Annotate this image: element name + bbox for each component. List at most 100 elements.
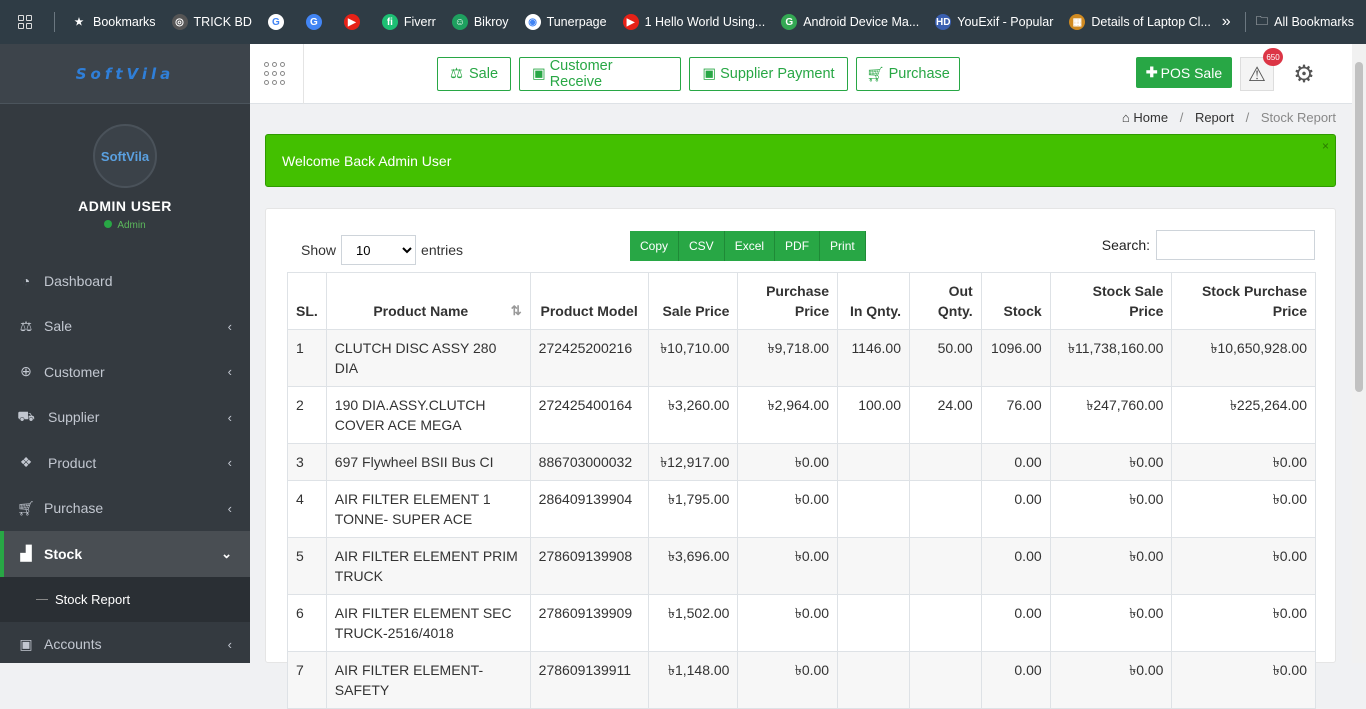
divider	[54, 12, 55, 32]
sidebar-item-stock[interactable]: ▟ Stock ⌄	[0, 531, 250, 577]
table-cell: 0.00	[980, 443, 1051, 481]
alert-text: Welcome Back Admin User	[282, 153, 452, 169]
table-cell: ৳11,738,160.00	[1049, 329, 1173, 387]
close-icon[interactable]: ×	[1321, 139, 1329, 153]
page-length-control: Show 10 entries	[301, 235, 463, 265]
supplier-payment-button[interactable]: ▣ Supplier Payment	[689, 57, 848, 91]
table-search: Search:	[1102, 230, 1315, 260]
google-icon: G	[781, 14, 798, 30]
column-header[interactable]: Out Qnty.	[909, 272, 982, 330]
table-cell: 0.00	[980, 537, 1051, 595]
table-cell: ৳0.00	[1049, 594, 1173, 652]
more-bookmarks-icon[interactable]: »	[1221, 13, 1231, 30]
print-button[interactable]: Print	[820, 231, 866, 261]
bookmark-item[interactable]: ◉ Tunerpage	[524, 14, 607, 30]
table-cell: 6	[287, 594, 327, 652]
column-header[interactable]: ⇅ Product Name	[325, 272, 531, 330]
breadcrumb-report[interactable]: Report	[1194, 110, 1234, 125]
bookmark-item[interactable]: ★ Bookmarks	[71, 14, 156, 30]
column-header[interactable]: SL.	[287, 272, 327, 330]
csv-button[interactable]: CSV	[679, 231, 725, 261]
table-cell: ৳1,502.00	[647, 594, 739, 652]
sidebar-item-purchase[interactable]: 🛒︎ Purchase ‹	[17, 499, 232, 517]
brand-logo[interactable]: SoftVila	[0, 44, 250, 104]
table-cell: ৳0.00	[1171, 594, 1316, 652]
table-cell: 886703000032	[529, 443, 649, 481]
table-cell: 278609139909	[529, 594, 649, 652]
bookmark-item[interactable]: G	[267, 14, 290, 30]
page-length-select[interactable]: 10	[341, 235, 417, 265]
sidebar-item-product[interactable]: ❖ Product ‹	[0, 440, 250, 486]
purchase-button[interactable]: 🛒︎ Purchase	[856, 57, 960, 91]
page-scrollbar[interactable]	[1352, 44, 1366, 663]
bookmark-item[interactable]: ▶	[343, 14, 366, 30]
breadcrumb-home[interactable]: Home	[1133, 110, 1169, 125]
bookmark-item[interactable]: G Android Device Ma...	[781, 14, 919, 30]
column-header[interactable]: Stock	[980, 272, 1051, 330]
sidebar-subitem-stock-report[interactable]: Stock Report	[0, 576, 250, 622]
bookmark-item[interactable]: ◎ TRICK BD	[171, 14, 252, 30]
sidebar-item-accounts[interactable]: ▣ Accounts ‹	[0, 622, 250, 668]
table-cell: ৳0.00	[737, 537, 839, 595]
bookmark-item[interactable]: ▦ Details of Laptop Cl...	[1069, 14, 1211, 30]
menu-grid-icon[interactable]	[264, 62, 288, 86]
copy-button[interactable]: Copy	[630, 231, 680, 261]
table-cell: 0.00	[980, 594, 1051, 652]
sidebar-item-dashboard[interactable]: ◔ Dashboard	[0, 258, 250, 304]
table-cell: 0.00	[980, 480, 1051, 538]
column-header[interactable]: Product Model	[529, 272, 649, 330]
user-role: Admin	[0, 220, 250, 231]
table-row: 7 AIR FILTER ELEMENT-SAFETY 278609139911 ৳1…	[287, 651, 1316, 709]
table-cell: ৳0.00	[1171, 480, 1316, 538]
sidebar-item-sale[interactable]: ⚖ Sale ‹	[0, 304, 250, 350]
column-header[interactable]: Purchase Price	[737, 272, 839, 330]
bookmark-label: TRICK BD	[193, 15, 252, 29]
customer-receive-button[interactable]: ▣ Customer Receive	[519, 57, 681, 91]
site-icon: ▦	[1069, 14, 1086, 30]
excel-button[interactable]: Excel	[724, 231, 776, 261]
apps-grid-icon[interactable]	[18, 15, 38, 29]
table-header-row: SL. ⇅ Product Name Product Model Sale Pri…	[287, 272, 1316, 330]
balance-scale-icon: ⚖	[19, 317, 33, 334]
search-input[interactable]	[1156, 230, 1315, 260]
hd-icon: HD	[935, 14, 952, 30]
table-cell: 0.00	[980, 651, 1051, 709]
bookmark-label: 1 Hello World Using...	[644, 15, 766, 29]
pdf-button[interactable]: PDF	[775, 231, 821, 261]
google-icon: G	[267, 14, 284, 30]
notification-badge: 650	[1263, 48, 1283, 66]
table-cell: ৳0.00	[737, 480, 839, 538]
bookmark-item[interactable]: G	[305, 14, 328, 30]
table-cell: 76.00	[980, 386, 1051, 444]
chevron-left-icon: ‹	[227, 455, 232, 471]
sale-button[interactable]: ⚖ Sale	[437, 57, 511, 91]
sidebar-item-customer[interactable]: ⊕ Customer ‹	[0, 349, 250, 395]
online-dot-icon	[104, 220, 113, 228]
bookmark-item[interactable]: ☺ Bikroy	[451, 14, 509, 30]
column-header[interactable]: Stock Sale Price	[1049, 272, 1173, 330]
table-cell: 24.00	[909, 386, 982, 444]
bookmark-item[interactable]: HD YouExif - Popular	[935, 14, 1053, 30]
bookmark-item[interactable]: ▶ 1 Hello World Using...	[622, 14, 766, 30]
all-bookmarks-link[interactable]: All Bookmarks	[1274, 15, 1354, 29]
table-cell	[837, 537, 911, 595]
money-icon: ▣	[19, 635, 33, 652]
column-header[interactable]: In Qnty.	[837, 272, 911, 330]
pos-sale-button[interactable]: ✚ POS Sale	[1136, 57, 1232, 88]
chevron-down-icon: ⌄	[221, 545, 232, 561]
bookmark-label: YouExif - Popular	[957, 15, 1054, 29]
bookmark-item[interactable]: fi Fiverr	[381, 14, 436, 30]
gear-icon[interactable]: ⚙	[1293, 60, 1315, 88]
chart-icon: ▟	[20, 545, 32, 562]
table-cell: ৳0.00	[737, 594, 839, 652]
user-panel: SoftVila ADMIN USER Admin	[0, 104, 250, 258]
column-header[interactable]: Sale Price	[647, 272, 739, 330]
table-cell: 1096.00	[980, 329, 1051, 387]
sort-icon[interactable]: ⇅	[510, 303, 522, 318]
column-header[interactable]: Stock Purchase Price	[1171, 272, 1316, 330]
table-cell: ৳0.00	[1171, 537, 1316, 595]
sidebar-item-supplier[interactable]: ⛟ Supplier ‹	[17, 407, 232, 426]
youtube-icon: ▶	[622, 14, 639, 30]
youtube-icon: ▶	[343, 14, 360, 30]
table-row: 3 697 Flywheel BSII Bus CI 886703000032 ৳12…	[287, 443, 1316, 481]
